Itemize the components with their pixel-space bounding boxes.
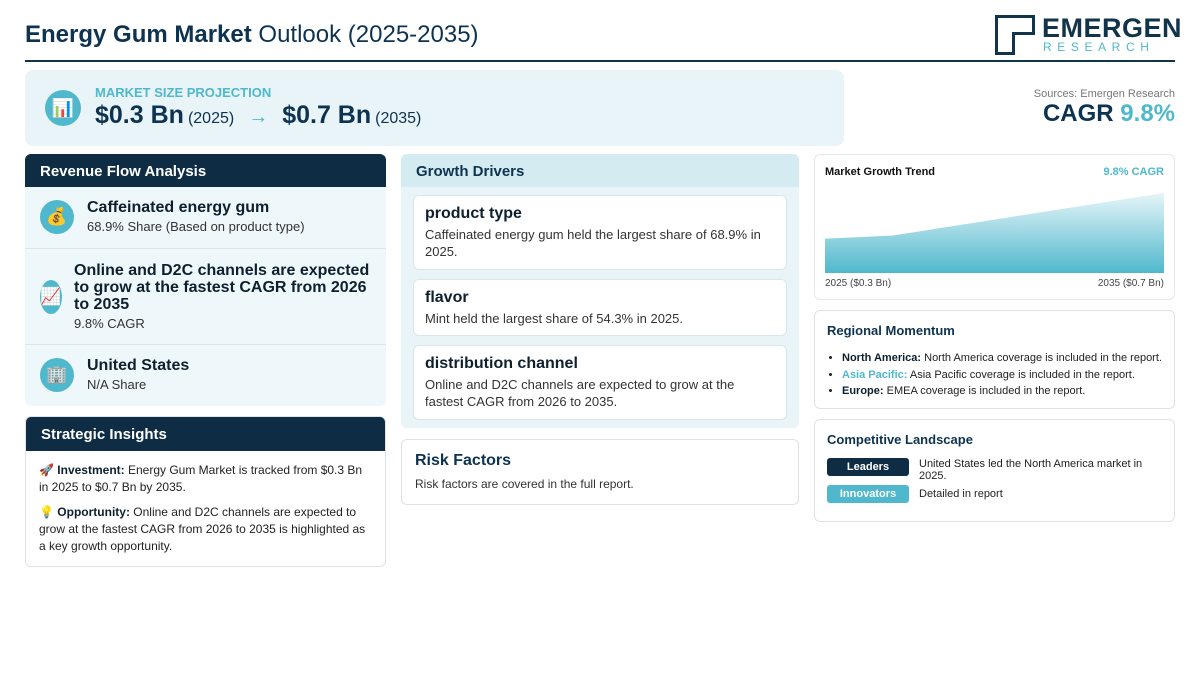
driver-desc: Caffeinated energy gum held the largest … (425, 227, 761, 259)
building-icon: 🏢 (40, 358, 74, 392)
leaders-row: Leaders United States led the North Amer… (827, 458, 1159, 482)
start-value: $0.3 Bn (95, 101, 184, 129)
driver-desc: Mint held the largest share of 54.3% in … (425, 311, 683, 326)
projection-values: $0.3 Bn (2025) → $0.7 Bn (2035) (95, 101, 421, 130)
leaders-text: United States led the North America mark… (919, 458, 1143, 482)
end-value: $0.7 Bn (282, 101, 372, 129)
growth-drivers-card: Growth Drivers product type Caffeinated … (401, 154, 799, 428)
driver-card: distribution channel Online and D2C chan… (413, 345, 787, 420)
arrow-right-icon: → (248, 106, 269, 128)
logo-mark-icon (995, 15, 1035, 55)
driver-title: flavor (425, 289, 469, 306)
regional-momentum-title: Regional Momentum (827, 323, 955, 338)
opportunity-insight: 💡 Opportunity: Online and D2C channels a… (39, 505, 366, 553)
risk-factors-title: Risk Factors (415, 452, 512, 469)
logo-subtitle: RESEARCH (1043, 40, 1155, 54)
revenue-flow-title: Revenue Flow Analysis (25, 154, 386, 187)
projection-label: MARKET SIZE PROJECTION (95, 85, 272, 100)
driver-card: product type Caffeinated energy gum held… (413, 195, 787, 270)
revenue-item: 📈 Online and D2C channels are expected t… (25, 249, 386, 345)
market-growth-trend-card: Market Growth Trend 9.8% CAGR 2025 ($0.3… (814, 154, 1175, 300)
trend-start-label: 2025 ($0.3 Bn) (825, 278, 892, 289)
lightbulb-icon: 💡 (39, 505, 54, 519)
trend-cagr-label: 9.8% CAGR (1103, 166, 1164, 178)
revenue-flow-card: Revenue Flow Analysis 💰 Caffeinated ener… (25, 154, 386, 406)
driver-card: flavor Mint held the largest share of 54… (413, 279, 787, 336)
cagr-value: 9.8% (1120, 100, 1175, 127)
innovators-text: Detailed in report (919, 488, 1003, 500)
revenue-item-sub: N/A Share (87, 377, 147, 392)
region-item: North America: North America coverage is… (842, 350, 1162, 367)
trend-title: Market Growth Trend (825, 166, 936, 178)
market-size-projection: 📊 MARKET SIZE PROJECTION $0.3 Bn (2025) → $… (25, 70, 844, 146)
region-list: North America: North America coverage is… (827, 350, 1162, 400)
page-title: Energy Gum Market Outlook (2025-2035) (25, 21, 479, 48)
risk-factors-card: Risk Factors Risk factors are covered in… (401, 439, 799, 505)
regional-momentum-card: Regional Momentum North America: North A… (814, 310, 1175, 409)
start-year: (2025) (187, 110, 235, 127)
revenue-item: 💰 Caffeinated energy gum 68.9% Share (Ba… (25, 187, 386, 249)
chart-up-icon: 📈 (40, 280, 62, 314)
region-item: Europe: EMEA coverage is included in the… (842, 383, 1162, 400)
sources-text: Sources: Emergen Research (1033, 88, 1175, 100)
revenue-item-title: Caffeinated energy gum (87, 199, 270, 216)
region-item: Asia Pacific: Asia Pacific coverage is i… (842, 367, 1162, 384)
end-year: (2035) (375, 110, 422, 127)
emergen-logo[interactable]: EMERGEN RESEARCH (995, 14, 1182, 56)
money-bag-icon: 💰 (40, 200, 74, 234)
risk-factors-desc: Risk factors are covered in the full rep… (415, 477, 634, 491)
revenue-item-sub: 68.9% Share (Based on product type) (87, 219, 305, 234)
header: Energy Gum Market Outlook (2025-2035) EM… (25, 12, 1182, 62)
bar-chart-icon: 📊 (45, 90, 81, 126)
trend-area (825, 193, 1164, 273)
logo-name: EMERGEN (1042, 13, 1183, 43)
strategic-insights-title: Strategic Insights (26, 417, 385, 451)
trend-end-label: 2035 ($0.7 Bn) (1097, 278, 1164, 289)
innovators-badge: Innovators (827, 485, 909, 503)
competitive-landscape-title: Competitive Landscape (827, 432, 973, 447)
revenue-item-title: United States (87, 357, 190, 374)
driver-desc: Online and D2C channels are expected to … (425, 377, 735, 409)
revenue-item: 🏢 United States N/A Share (25, 345, 386, 405)
revenue-item-title: Online and D2C channels are expected to … (74, 262, 370, 313)
leaders-badge: Leaders (827, 458, 909, 476)
driver-title: product type (425, 205, 522, 222)
revenue-item-sub: 9.8% CAGR (74, 316, 145, 331)
rocket-icon: 🚀 (39, 463, 54, 477)
innovators-row: Innovators Detailed in report (827, 485, 1159, 503)
trend-area-chart (825, 193, 1164, 273)
cagr-headline: CAGR 9.8% (1042, 100, 1175, 127)
strategic-insights-card: Strategic Insights 🚀 Investment: Energy … (25, 416, 386, 567)
growth-drivers-title: Growth Drivers (401, 154, 799, 187)
competitive-landscape-card: Competitive Landscape Leaders United Sta… (814, 419, 1175, 522)
driver-title: distribution channel (425, 355, 578, 372)
investment-insight: 🚀 Investment: Energy Gum Market is track… (39, 463, 363, 494)
